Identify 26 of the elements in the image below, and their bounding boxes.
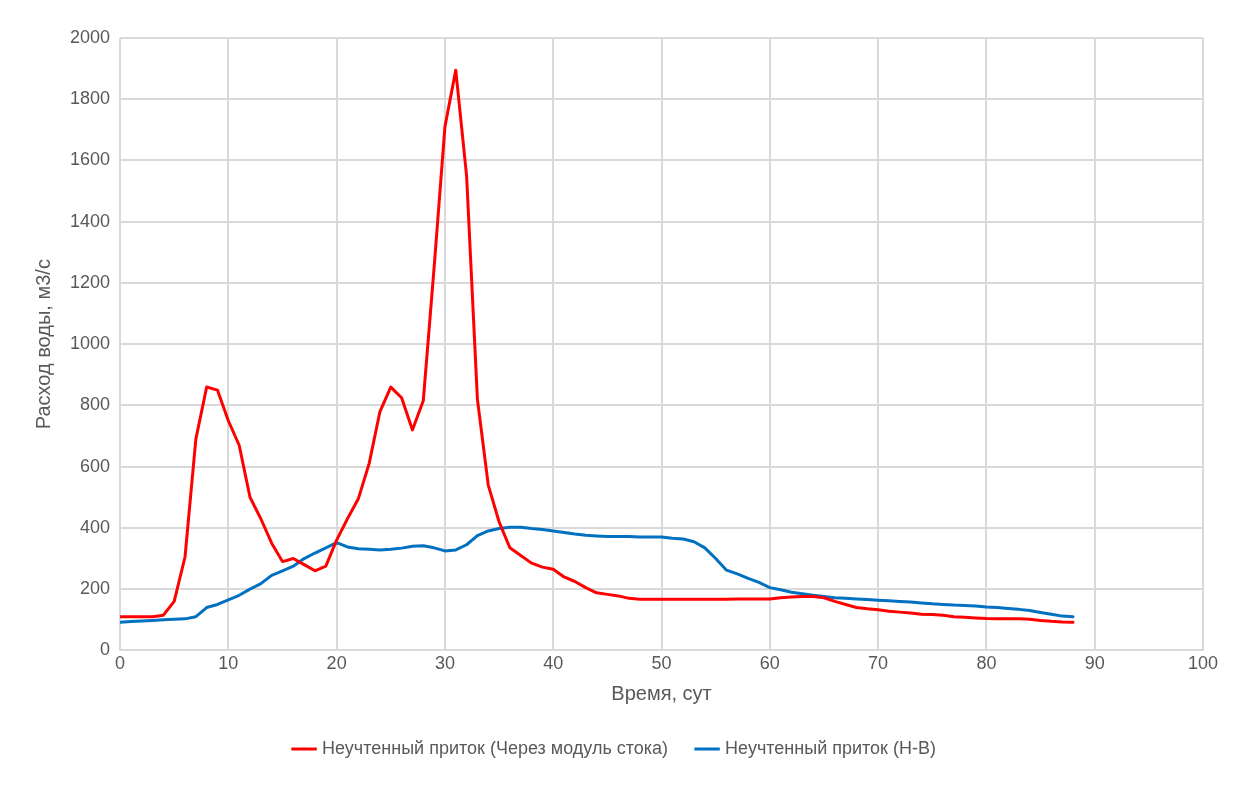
x-tick-label: 20 [326, 653, 347, 674]
x-tick-label: 70 [868, 653, 889, 674]
x-tick-label: 50 [651, 653, 672, 674]
y-tick-label: 1600 [70, 149, 111, 170]
x-tick-label: 60 [759, 653, 780, 674]
x-tick-label: 90 [1084, 653, 1105, 674]
y-tick-label: 600 [80, 455, 111, 476]
x-tick-label: 100 [1187, 653, 1219, 674]
x-tick-label: 80 [976, 653, 997, 674]
y-tick-label: 200 [80, 578, 111, 599]
y-axis-title: Расход воды, м3/с [31, 259, 54, 430]
y-tick-label: 400 [80, 516, 111, 537]
x-tick-label: 40 [543, 653, 564, 674]
y-tick-label: 1400 [70, 210, 111, 231]
x-tick-label: 0 [115, 653, 126, 674]
legend-label: Неучтенный приток (Н-В) [725, 737, 936, 758]
y-tick-label: 1800 [70, 88, 111, 109]
y-tick-label: 1200 [70, 271, 111, 292]
y-tick-label: 2000 [70, 26, 111, 47]
y-tick-label: 800 [80, 394, 111, 415]
x-tick-label: 10 [218, 653, 239, 674]
y-tick-label: 0 [100, 639, 111, 660]
x-tick-label: 30 [434, 653, 455, 674]
y-tick-label: 1000 [70, 333, 111, 354]
x-axis-title: Время, сут [611, 681, 712, 704]
legend-label: Неучтенный приток (Через модуль стока) [322, 737, 669, 758]
